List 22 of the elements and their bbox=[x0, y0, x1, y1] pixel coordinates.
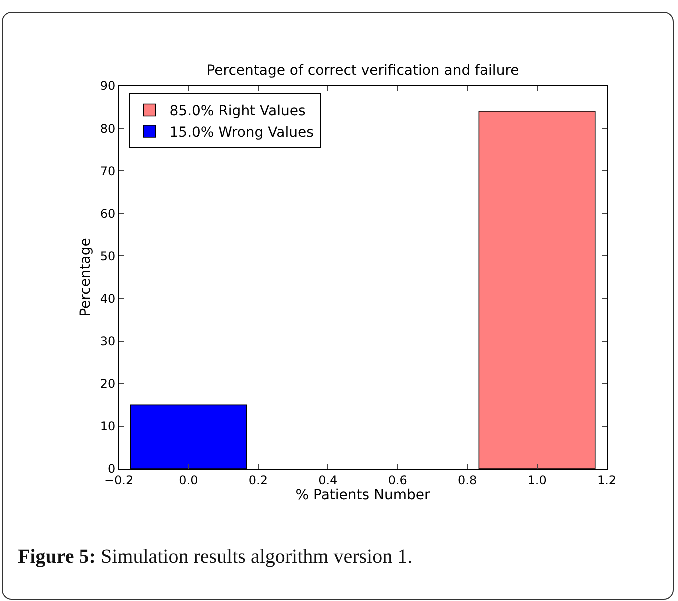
legend-label: 85.0% Right Values bbox=[170, 104, 306, 120]
y-tick-label: 80 bbox=[100, 122, 116, 136]
x-tick-label: 1.2 bbox=[597, 473, 617, 488]
y-tick-label: 90 bbox=[100, 79, 116, 94]
x-tick-label: 0.8 bbox=[458, 473, 478, 488]
x-tick-label: 1.0 bbox=[528, 473, 547, 488]
y-tick-label: 10 bbox=[100, 420, 116, 434]
legend-label: 15.0% Wrong Values bbox=[170, 124, 314, 141]
chart-title: Percentage of correct verification and failure bbox=[206, 63, 520, 79]
y-tick-label: 30 bbox=[100, 334, 116, 349]
y-tick-label: 40 bbox=[100, 292, 116, 306]
x-axis-title: % Patients Number bbox=[296, 487, 430, 504]
caption: Figure 5: Simulation results algorithm version 1. bbox=[18, 546, 413, 568]
y-tick-label: 70 bbox=[100, 164, 116, 178]
x-tick-label: 0.6 bbox=[388, 473, 408, 488]
x-tick-label: 0.4 bbox=[318, 473, 338, 488]
x-tick-label: 0.2 bbox=[248, 473, 268, 488]
y-tick-label: 50 bbox=[100, 249, 116, 264]
x-tick-label: 0.0 bbox=[179, 473, 198, 488]
y-tick-label: 60 bbox=[100, 206, 116, 221]
y-tick-label: 20 bbox=[100, 377, 116, 392]
y-axis-title: Percentage bbox=[78, 238, 94, 317]
